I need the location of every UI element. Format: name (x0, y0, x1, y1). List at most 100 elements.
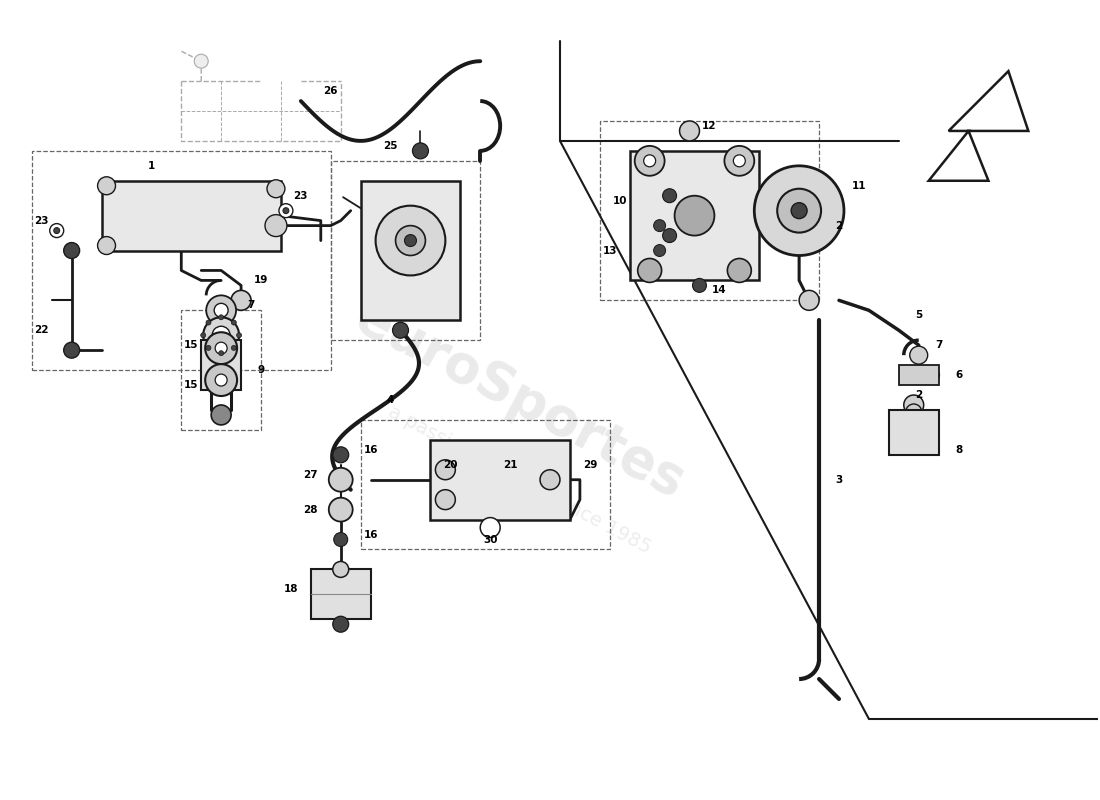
Circle shape (206, 332, 238, 364)
Circle shape (219, 350, 223, 356)
Text: 26: 26 (323, 86, 338, 96)
Bar (889, 410, 938, 455)
Circle shape (329, 498, 353, 522)
Circle shape (734, 155, 746, 167)
Circle shape (206, 346, 211, 350)
Text: 25: 25 (383, 141, 398, 151)
Circle shape (680, 121, 700, 141)
Circle shape (333, 533, 348, 546)
Text: 4: 4 (387, 395, 394, 405)
Circle shape (540, 470, 560, 490)
Text: 6: 6 (955, 370, 962, 380)
Circle shape (481, 518, 500, 538)
Circle shape (216, 374, 227, 386)
Circle shape (638, 149, 661, 173)
Circle shape (236, 333, 242, 338)
Text: a passion for parts since 1985: a passion for parts since 1985 (385, 402, 654, 558)
Bar (32, 151, 331, 370)
Circle shape (905, 404, 922, 420)
Text: 13: 13 (603, 246, 617, 255)
Text: 22: 22 (34, 326, 50, 335)
Circle shape (405, 234, 417, 246)
Circle shape (333, 616, 349, 632)
Text: 2: 2 (915, 390, 922, 400)
Text: 11: 11 (851, 181, 866, 190)
Circle shape (662, 189, 676, 202)
Text: 20: 20 (443, 460, 458, 470)
Text: 7: 7 (248, 300, 255, 310)
Text: 3: 3 (835, 474, 843, 485)
Circle shape (212, 326, 230, 344)
Circle shape (279, 204, 293, 218)
Polygon shape (629, 151, 759, 281)
Bar (311, 570, 371, 619)
Circle shape (811, 233, 827, 249)
Text: 16: 16 (363, 530, 378, 539)
Circle shape (333, 447, 349, 462)
Bar (331, 161, 481, 340)
Text: 28: 28 (304, 505, 318, 514)
Text: 29: 29 (583, 460, 597, 470)
Circle shape (98, 237, 116, 254)
Text: 27: 27 (304, 470, 318, 480)
Circle shape (265, 214, 287, 237)
Text: 15: 15 (184, 340, 198, 350)
Circle shape (436, 490, 455, 510)
Circle shape (231, 290, 251, 310)
Circle shape (283, 208, 289, 214)
Circle shape (904, 395, 924, 415)
Bar (430, 440, 570, 519)
Text: 23: 23 (34, 216, 50, 226)
Circle shape (778, 189, 821, 233)
Text: 21: 21 (503, 460, 517, 470)
Circle shape (267, 180, 285, 198)
Polygon shape (361, 181, 460, 320)
Circle shape (653, 245, 666, 257)
Circle shape (64, 242, 79, 258)
Circle shape (64, 342, 79, 358)
Circle shape (393, 322, 408, 338)
Circle shape (693, 278, 706, 292)
Text: 9: 9 (257, 365, 265, 375)
Circle shape (725, 146, 755, 176)
Text: 10: 10 (613, 196, 627, 206)
Circle shape (635, 146, 664, 176)
Circle shape (396, 226, 426, 255)
Circle shape (200, 333, 206, 338)
Polygon shape (101, 181, 280, 250)
Circle shape (412, 143, 428, 159)
Circle shape (653, 220, 666, 231)
Circle shape (910, 346, 927, 364)
Circle shape (644, 155, 656, 167)
Circle shape (204, 318, 239, 353)
Text: 23: 23 (294, 190, 308, 201)
Circle shape (662, 229, 676, 242)
Bar (899, 365, 938, 385)
Bar (201, 340, 241, 390)
Circle shape (214, 303, 228, 318)
Bar (361, 420, 609, 550)
Circle shape (206, 320, 211, 325)
Circle shape (727, 149, 751, 173)
Text: euroSportes: euroSportes (346, 291, 694, 509)
Text: 12: 12 (702, 121, 717, 131)
Circle shape (791, 202, 807, 218)
Circle shape (333, 562, 349, 578)
Bar (600, 121, 820, 300)
Text: 2: 2 (835, 221, 843, 230)
Text: 1: 1 (147, 161, 155, 171)
Circle shape (231, 346, 236, 350)
Circle shape (98, 177, 116, 194)
Circle shape (195, 54, 208, 68)
Polygon shape (928, 71, 1028, 181)
Text: 18: 18 (284, 584, 298, 594)
Text: 30: 30 (483, 534, 497, 545)
Text: 15: 15 (184, 380, 198, 390)
Circle shape (674, 196, 714, 235)
Circle shape (436, 460, 455, 480)
Circle shape (755, 166, 844, 255)
Text: 8: 8 (955, 445, 962, 455)
Circle shape (50, 224, 64, 238)
Text: 5: 5 (915, 310, 922, 320)
Circle shape (216, 342, 227, 354)
